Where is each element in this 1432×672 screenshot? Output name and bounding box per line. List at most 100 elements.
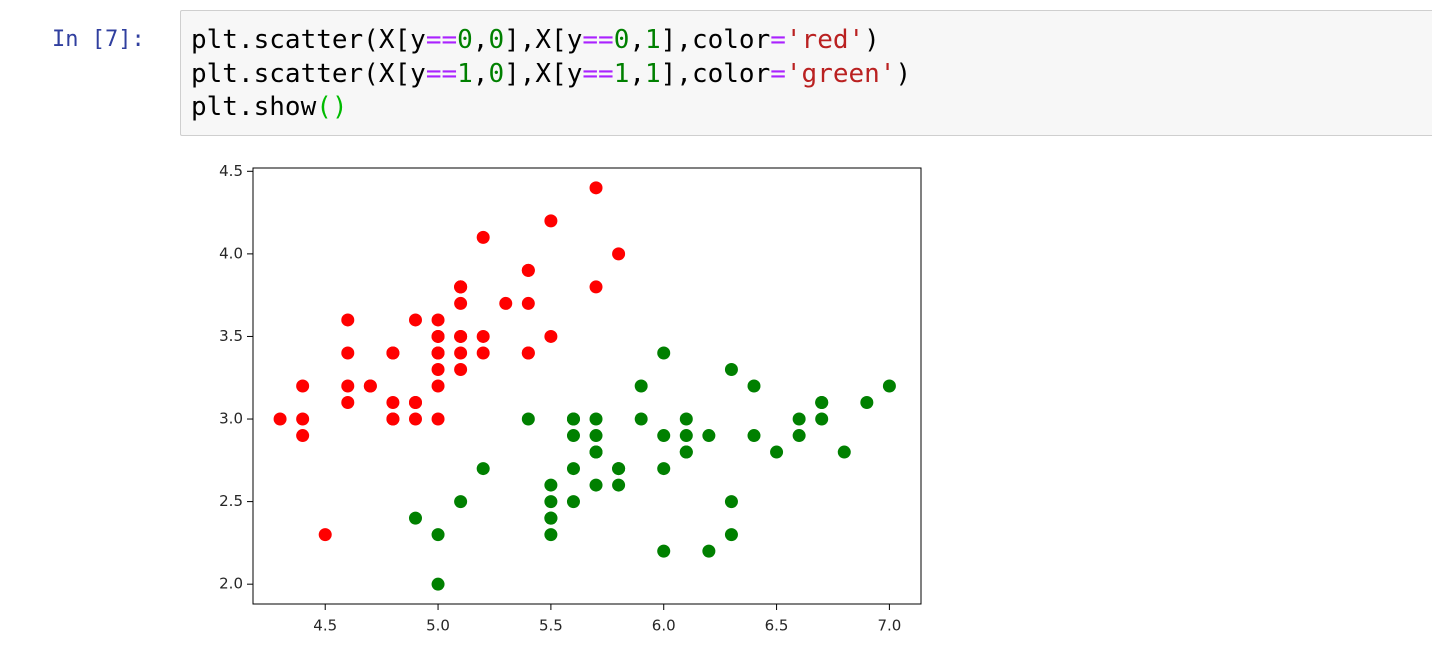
scatter-point bbox=[815, 396, 829, 410]
scatter-point bbox=[724, 495, 738, 509]
scatter-point bbox=[544, 214, 558, 228]
scatter-point bbox=[296, 379, 310, 393]
scatter-point bbox=[702, 544, 716, 558]
code-token: 0 bbox=[488, 25, 505, 55]
scatter-point bbox=[408, 396, 422, 410]
scatter-point bbox=[476, 230, 490, 244]
scatter-point bbox=[792, 412, 806, 426]
scatter-point bbox=[679, 445, 693, 459]
scatter-point bbox=[657, 544, 671, 558]
scatter-point bbox=[566, 429, 580, 443]
code-token: 1 bbox=[645, 25, 661, 55]
code-token: ],X[y bbox=[504, 58, 583, 89]
scatter-point bbox=[521, 296, 535, 310]
scatter-point bbox=[589, 429, 603, 443]
plot-frame bbox=[252, 167, 922, 605]
code-token: 1 bbox=[645, 58, 661, 89]
code-cell[interactable]: plt.scatter(X[y==0,0],X[y==0,1],color='r… bbox=[180, 10, 1432, 136]
y-tick-label: 4.5 bbox=[219, 162, 243, 180]
cell-prompt: In [7]: bbox=[52, 27, 145, 52]
scatter-point bbox=[408, 313, 422, 327]
scatter-point bbox=[837, 445, 851, 459]
scatter-point bbox=[296, 429, 310, 443]
code-token: plt.scatter(X[y bbox=[191, 58, 426, 89]
x-tick-label: 6.0 bbox=[652, 617, 676, 635]
scatter-point bbox=[341, 346, 355, 360]
scatter-point bbox=[634, 379, 648, 393]
code-token: ) bbox=[895, 58, 912, 89]
scatter-point bbox=[341, 379, 355, 393]
scatter-point bbox=[657, 462, 671, 476]
scatter-point bbox=[589, 280, 603, 294]
scatter-point bbox=[476, 462, 490, 476]
scatter-point bbox=[882, 379, 896, 393]
scatter-point bbox=[544, 478, 558, 492]
code-token: plt.show bbox=[191, 92, 317, 122]
scatter-point bbox=[589, 181, 603, 195]
scatter-point bbox=[318, 528, 332, 542]
scatter-point bbox=[589, 445, 603, 459]
scatter-point bbox=[566, 495, 580, 509]
code-token: == bbox=[425, 25, 458, 55]
scatter-point bbox=[386, 346, 400, 360]
scatter-point bbox=[454, 296, 468, 310]
code-token: ],color bbox=[660, 58, 771, 89]
code-token: , bbox=[629, 25, 645, 55]
scatter-point bbox=[679, 429, 693, 443]
scatter-point bbox=[431, 346, 445, 360]
code-editor[interactable]: plt.scatter(X[y==0,0],X[y==0,1],color='r… bbox=[191, 24, 911, 125]
scatter-point bbox=[341, 313, 355, 327]
scatter-point bbox=[386, 412, 400, 426]
scatter-point bbox=[612, 478, 626, 492]
scatter-point bbox=[341, 396, 355, 410]
scatter-point bbox=[521, 263, 535, 277]
scatter-point bbox=[702, 429, 716, 443]
scatter-point bbox=[634, 412, 648, 426]
scatter-point bbox=[521, 346, 535, 360]
scatter-point bbox=[476, 329, 490, 343]
scatter-point bbox=[476, 346, 490, 360]
scatter-point bbox=[454, 280, 468, 294]
x-tick-label: 6.5 bbox=[765, 617, 789, 635]
code-token: = bbox=[770, 58, 786, 89]
scatter-point bbox=[815, 412, 829, 426]
code-token: 'red' bbox=[785, 25, 865, 55]
scatter-point bbox=[296, 412, 310, 426]
scatter-point bbox=[363, 379, 377, 393]
scatter-point bbox=[770, 445, 784, 459]
scatter-point bbox=[612, 462, 626, 476]
scatter-point bbox=[724, 362, 738, 376]
scatter-point bbox=[431, 379, 445, 393]
code-token: == bbox=[425, 58, 458, 89]
y-tick-label: 4.0 bbox=[219, 244, 243, 262]
scatter-point bbox=[408, 412, 422, 426]
code-token: 0 bbox=[613, 25, 630, 55]
code-token: , bbox=[472, 25, 489, 55]
scatter-point bbox=[521, 412, 535, 426]
code-token: ],color bbox=[660, 25, 771, 55]
x-tick-label: 5.5 bbox=[539, 617, 563, 635]
code-token: 0 bbox=[457, 25, 473, 55]
scatter-point bbox=[386, 396, 400, 410]
scatter-point bbox=[544, 495, 558, 509]
scatter-point bbox=[544, 528, 558, 542]
scatter-point bbox=[724, 528, 738, 542]
scatter-point bbox=[566, 412, 580, 426]
scatter-point bbox=[431, 313, 445, 327]
code-token: , bbox=[629, 58, 645, 89]
scatter-point bbox=[544, 511, 558, 525]
scatter-point bbox=[589, 478, 603, 492]
code-token: plt.scatter(X[y bbox=[191, 25, 426, 55]
scatter-point bbox=[499, 296, 513, 310]
scatter-point bbox=[747, 429, 761, 443]
code-line: plt.scatter(X[y==0,0],X[y==0,1],color='r… bbox=[191, 24, 911, 58]
scatter-point bbox=[431, 412, 445, 426]
scatter-point bbox=[431, 362, 445, 376]
code-token: 1 bbox=[613, 58, 630, 89]
scatter-point bbox=[431, 528, 445, 542]
scatter-point bbox=[679, 412, 693, 426]
x-tick-label: 5.0 bbox=[426, 617, 450, 635]
code-token: ],X[y bbox=[504, 25, 583, 55]
